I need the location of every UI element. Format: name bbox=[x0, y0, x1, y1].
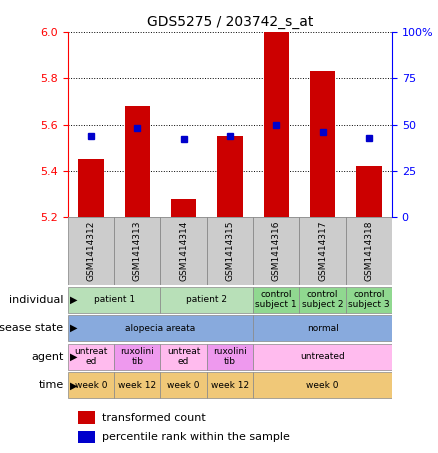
Bar bbox=[160, 287, 253, 313]
Bar bbox=[253, 315, 392, 341]
Text: GSM1414315: GSM1414315 bbox=[226, 221, 234, 281]
Bar bbox=[160, 344, 207, 370]
Text: ruxolini
tib: ruxolini tib bbox=[213, 347, 247, 366]
Bar bbox=[310, 71, 335, 217]
Bar bbox=[171, 199, 196, 217]
Text: ▶: ▶ bbox=[70, 294, 78, 305]
Bar bbox=[217, 136, 243, 217]
Text: GSM1414314: GSM1414314 bbox=[179, 221, 188, 281]
Text: GSM1414317: GSM1414317 bbox=[318, 221, 327, 281]
Bar bbox=[160, 372, 207, 398]
Bar bbox=[253, 217, 300, 285]
Text: ▶: ▶ bbox=[70, 323, 78, 333]
Bar bbox=[207, 344, 253, 370]
Bar bbox=[114, 217, 160, 285]
Bar bbox=[207, 372, 253, 398]
Bar bbox=[253, 287, 300, 313]
Text: untreated: untreated bbox=[300, 352, 345, 361]
Text: untreat
ed: untreat ed bbox=[167, 347, 200, 366]
Bar bbox=[68, 315, 253, 341]
Title: GDS5275 / 203742_s_at: GDS5275 / 203742_s_at bbox=[147, 15, 313, 29]
Text: week 0: week 0 bbox=[167, 381, 200, 390]
Text: control
subject 2: control subject 2 bbox=[302, 290, 343, 309]
Text: GSM1414313: GSM1414313 bbox=[133, 221, 142, 281]
Bar bbox=[78, 159, 104, 217]
Bar bbox=[264, 32, 289, 217]
Bar bbox=[207, 217, 253, 285]
Bar bbox=[300, 287, 346, 313]
Text: week 12: week 12 bbox=[211, 381, 249, 390]
Bar bbox=[68, 287, 160, 313]
Text: GSM1414318: GSM1414318 bbox=[364, 221, 373, 281]
Bar bbox=[124, 106, 150, 217]
Bar bbox=[346, 287, 392, 313]
Text: GSM1414316: GSM1414316 bbox=[272, 221, 281, 281]
Bar bbox=[78, 411, 95, 424]
Bar bbox=[78, 431, 95, 443]
Text: individual: individual bbox=[9, 294, 64, 305]
Text: patient 2: patient 2 bbox=[186, 295, 227, 304]
Text: normal: normal bbox=[307, 324, 339, 333]
Text: control
subject 1: control subject 1 bbox=[255, 290, 297, 309]
Text: patient 1: patient 1 bbox=[94, 295, 135, 304]
Text: ▶: ▶ bbox=[70, 380, 78, 390]
Text: percentile rank within the sample: percentile rank within the sample bbox=[102, 432, 290, 442]
Text: agent: agent bbox=[31, 352, 64, 362]
Text: time: time bbox=[38, 380, 64, 390]
Bar bbox=[114, 344, 160, 370]
Bar bbox=[356, 166, 381, 217]
Bar bbox=[114, 372, 160, 398]
Text: disease state: disease state bbox=[0, 323, 64, 333]
Text: transformed count: transformed count bbox=[102, 413, 206, 423]
Bar bbox=[253, 372, 392, 398]
Bar bbox=[68, 217, 114, 285]
Bar bbox=[68, 344, 114, 370]
Bar bbox=[160, 217, 207, 285]
Bar bbox=[346, 217, 392, 285]
Bar bbox=[68, 372, 114, 398]
Text: control
subject 3: control subject 3 bbox=[348, 290, 390, 309]
Text: GSM1414312: GSM1414312 bbox=[87, 221, 95, 281]
Text: ▶: ▶ bbox=[70, 352, 78, 362]
Text: week 0: week 0 bbox=[75, 381, 107, 390]
Text: week 12: week 12 bbox=[118, 381, 156, 390]
Text: week 0: week 0 bbox=[306, 381, 339, 390]
Bar bbox=[253, 344, 392, 370]
Bar bbox=[300, 217, 346, 285]
Text: alopecia areata: alopecia areata bbox=[125, 324, 196, 333]
Text: untreat
ed: untreat ed bbox=[74, 347, 108, 366]
Text: ruxolini
tib: ruxolini tib bbox=[120, 347, 154, 366]
